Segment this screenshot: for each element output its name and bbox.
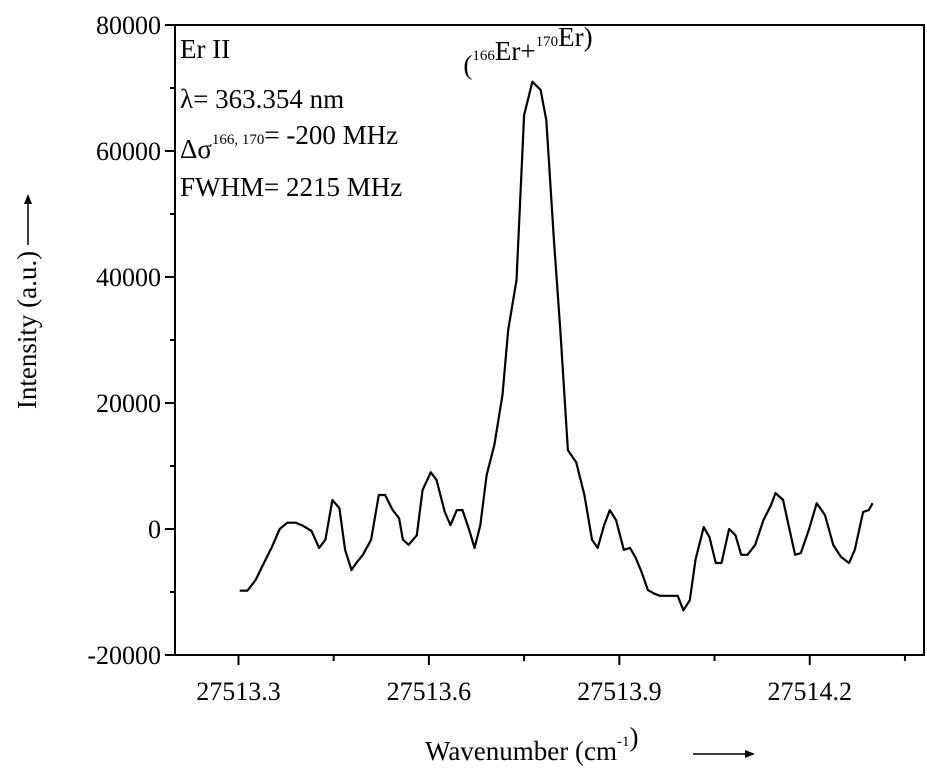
annotation: Δσ166, 170= -200 MHz — [180, 120, 398, 164]
peak-label: (166Er+170Er) — [463, 22, 592, 80]
y-tick-label: 80000 — [96, 11, 161, 40]
x-axis-label-sup: -1 — [617, 734, 630, 750]
annotation: FWHM= 2215 MHz — [180, 172, 402, 202]
x-axis-label-part: Wavenumber (cm — [425, 736, 617, 766]
annotation-part: Δσ — [180, 134, 212, 164]
annotation-sup: 166, 170 — [212, 132, 265, 148]
annotation: Er II — [180, 34, 230, 64]
data-line — [239, 80, 874, 612]
annotation-part: Er II — [180, 34, 230, 64]
x-axis-label: Wavenumber (cm-1) — [425, 722, 639, 766]
x-tick-label: 27514.2 — [767, 677, 852, 706]
x-axis-label-part: ) — [630, 722, 639, 752]
annotation: λ= 363.354 nm — [180, 84, 344, 114]
y-tick-label: -20000 — [87, 641, 161, 670]
y-axis-label: Intensity (a.u.) — [12, 251, 42, 409]
y-label-arrowhead — [24, 194, 32, 204]
annotation-part: = -200 MHz — [264, 120, 398, 150]
peak-label-part: Er) — [558, 22, 592, 52]
peak-label-part: Er+ — [495, 36, 536, 66]
x-tick-label: 27513.6 — [387, 677, 472, 706]
x-tick-label: 27513.9 — [577, 677, 662, 706]
y-tick-label: 40000 — [96, 263, 161, 292]
peak-label-sup: 166 — [472, 48, 495, 64]
annotation-part: λ= 363.354 nm — [180, 84, 344, 114]
y-tick-label: 0 — [148, 515, 161, 544]
peak-label-part: ( — [463, 50, 472, 80]
x-label-arrowhead — [745, 750, 755, 758]
y-tick-label: 20000 — [96, 389, 161, 418]
x-tick-label: 27513.3 — [196, 677, 281, 706]
peak-label-sup: 170 — [536, 34, 559, 50]
y-tick-label: 60000 — [96, 137, 161, 166]
annotation-part: FWHM= 2215 MHz — [180, 172, 402, 202]
